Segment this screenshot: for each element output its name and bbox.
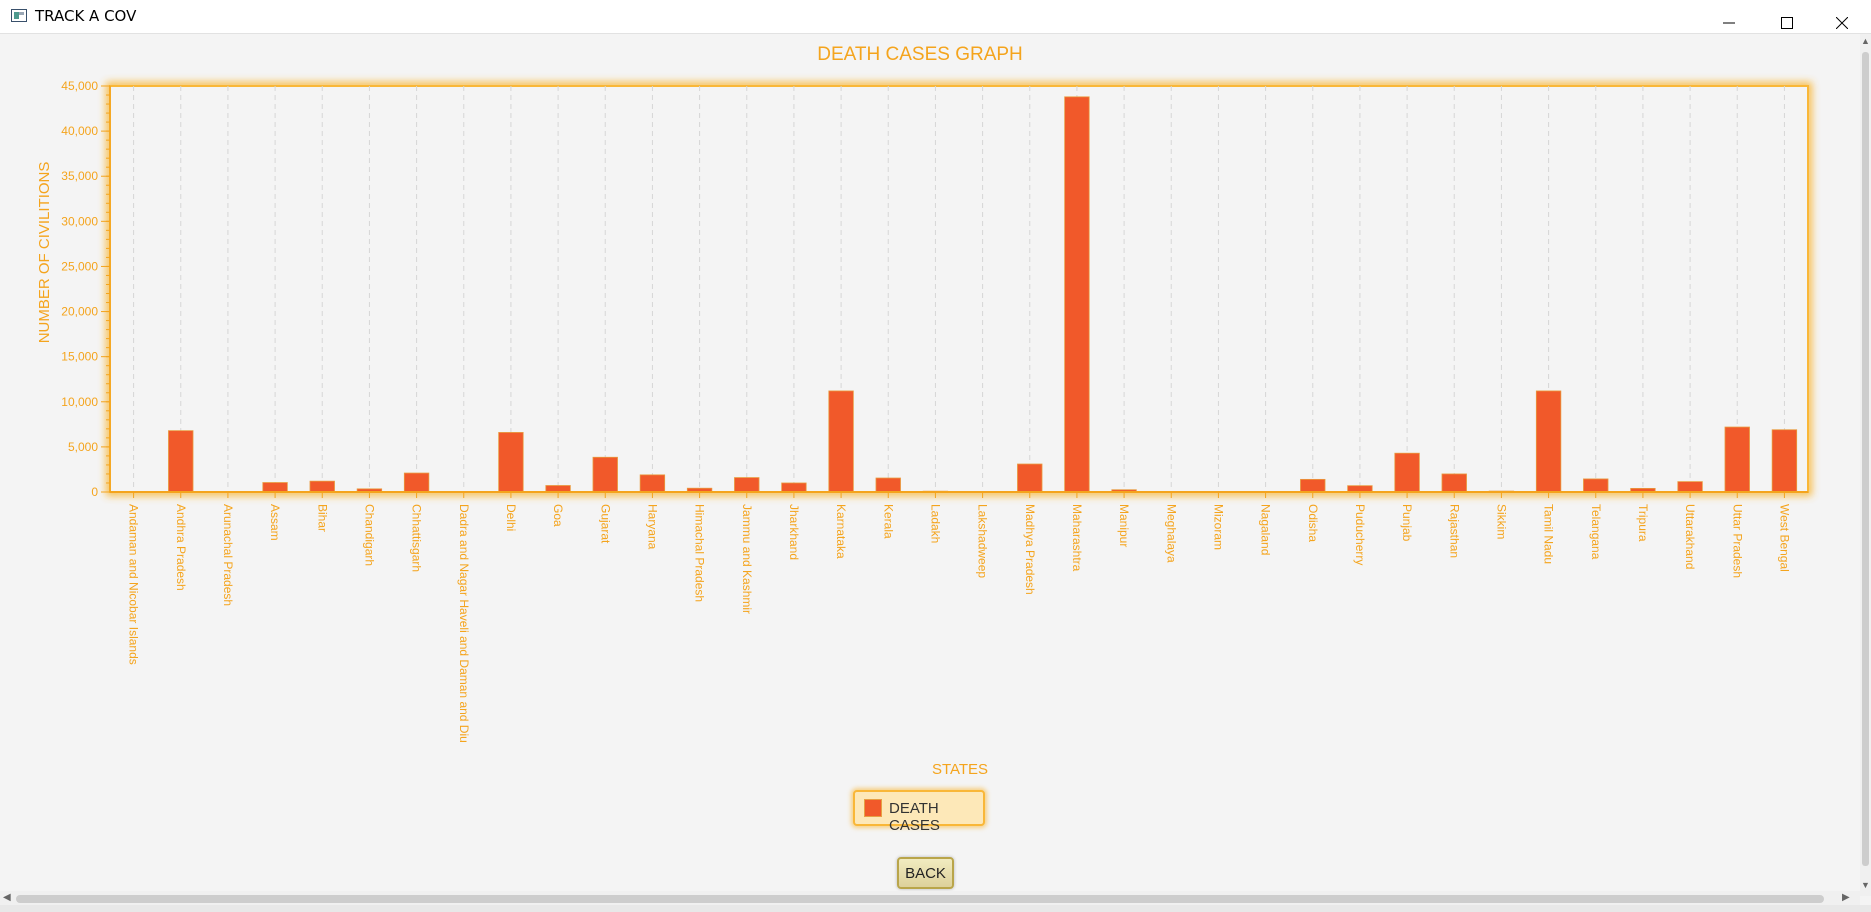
bar-delhi [498,432,524,493]
bar-gujarat [592,456,618,493]
x-tick-label: Telangana [1589,504,1603,560]
bar-uttar-pradesh [1724,426,1750,493]
x-tick-label: Kerala [881,504,895,539]
bar-west-bengal [1771,429,1798,493]
x-tick-label: Karnataka [834,504,848,559]
y-tick-label: 35,000 [61,169,98,183]
close-button[interactable] [1813,0,1871,34]
x-tick-label: Meghalaya [1164,504,1178,563]
bar-jharkhand [781,482,807,493]
y-tick-label: 0 [91,485,98,499]
x-tick-label: Nagaland [1259,504,1273,555]
minimize-icon [1723,22,1735,23]
death-cases-bar-chart: 0 5,000 10,000 15,000 20,000 25,000 30,000 35,0… [36,79,1812,778]
maximize-button[interactable] [1758,0,1816,34]
back-button[interactable]: BACK [897,857,954,889]
y-axis-title: NUMBER OF CIVILITIONS [36,162,53,344]
x-tick-label: Rajasthan [1447,504,1461,558]
plot-area [109,85,1809,493]
bar-tamil-nadu [1535,390,1562,493]
app-window-icon [11,9,27,22]
x-tick-label: Himachal Pradesh [693,504,707,602]
x-tick-label: Chhattisgarh [410,504,424,572]
x-tick-label: Assam [268,504,282,541]
vertical-scroll-thumb[interactable] [1862,52,1869,866]
bar-chhattisgarh [403,472,430,493]
horizontal-scroll-thumb[interactable] [16,895,1824,903]
x-tick-label: Haryana [645,504,659,550]
y-tick-label: 45,000 [61,79,98,93]
bar-madhya-pradesh [1017,463,1043,493]
x-tick-label: Maharashtra [1070,504,1084,572]
x-tick-label: Puducherry [1353,504,1367,565]
y-tick-label: 30,000 [61,214,98,228]
y-tick-label: 40,000 [61,124,98,138]
x-tick-label: Uttarakhand [1683,504,1697,569]
y-tick-label: 20,000 [61,305,98,319]
x-tick-label: Ladakh [928,504,942,543]
x-tick-label: Dadra and Nagar Haveli and Daman and Diu [457,504,471,743]
window-title: TRACK A COV [35,7,137,25]
x-tick-label: Bihar [315,504,329,532]
scroll-down-arrow-icon[interactable]: ▼ [1861,880,1870,890]
close-icon [1836,16,1848,29]
y-tick-label: 10,000 [61,395,98,409]
window-bottom-edge [0,905,1871,912]
x-tick-label: Tripura [1636,504,1650,542]
x-axis-title: STATES [932,761,988,778]
legend-label: DEATH CASES [889,800,940,834]
scroll-right-arrow-icon[interactable]: ▶ [1842,892,1850,903]
minimize-button[interactable] [1700,0,1758,34]
y-tick-label: 25,000 [61,259,98,273]
bar-kerala [875,477,901,493]
window-titlebar: TRACK A COV [0,0,1871,34]
x-tick-label: Madhya Pradesh [1023,504,1037,595]
y-tick-label: 15,000 [61,350,98,364]
scroll-up-arrow-icon[interactable]: ▲ [1861,36,1870,46]
x-tick-label: Gujarat [598,504,612,544]
legend-swatch [864,799,882,817]
x-tick-label: Goa [551,504,565,527]
x-tick-label: Jammu and Kashmir [740,504,754,614]
bar-telangana [1583,478,1609,493]
bar-karnataka [828,390,854,493]
bar-punjab [1394,452,1420,493]
chart-title: DEATH CASES GRAPH [817,44,1023,65]
x-tick-label: Tamil Nadu [1542,504,1556,564]
x-tick-label: Uttar Pradesh [1730,504,1744,578]
x-tick-label: Punjab [1400,504,1414,542]
y-tick-label: 5,000 [68,440,98,454]
x-tick-label: Delhi [504,504,518,531]
x-tick-label: Manipur [1117,504,1131,547]
x-tick-label: Andaman and Nicobar Islands [127,504,141,665]
bar-jammu-and-kashmir [734,477,760,493]
x-tick-label: Jharkhand [787,504,801,560]
x-tick-label: Lakshadweep [976,504,990,578]
x-tick-label: Sikkim [1494,504,1508,539]
x-tick-label: Arunachal Pradesh [221,504,235,606]
bar-uttarakhand [1677,481,1703,493]
x-tick-label: Odisha [1306,504,1320,542]
bar-assam [262,482,288,493]
bar-bihar [309,480,335,493]
x-tick-label: West Bengal [1777,504,1791,572]
bar-maharashtra [1064,96,1090,493]
scroll-left-arrow-icon[interactable]: ◀ [3,892,11,903]
bar-odisha [1300,478,1326,493]
chart-legend: DEATH CASES [853,790,985,834]
bar-andhra-pradesh [168,430,194,493]
bar-rajasthan [1441,473,1467,493]
x-tick-label: Mizoram [1211,504,1225,550]
x-tick-label: Andhra Pradesh [174,504,188,591]
maximize-icon [1781,16,1793,29]
x-tick-label: Chandigarh [362,504,376,566]
bar-haryana [639,474,666,493]
